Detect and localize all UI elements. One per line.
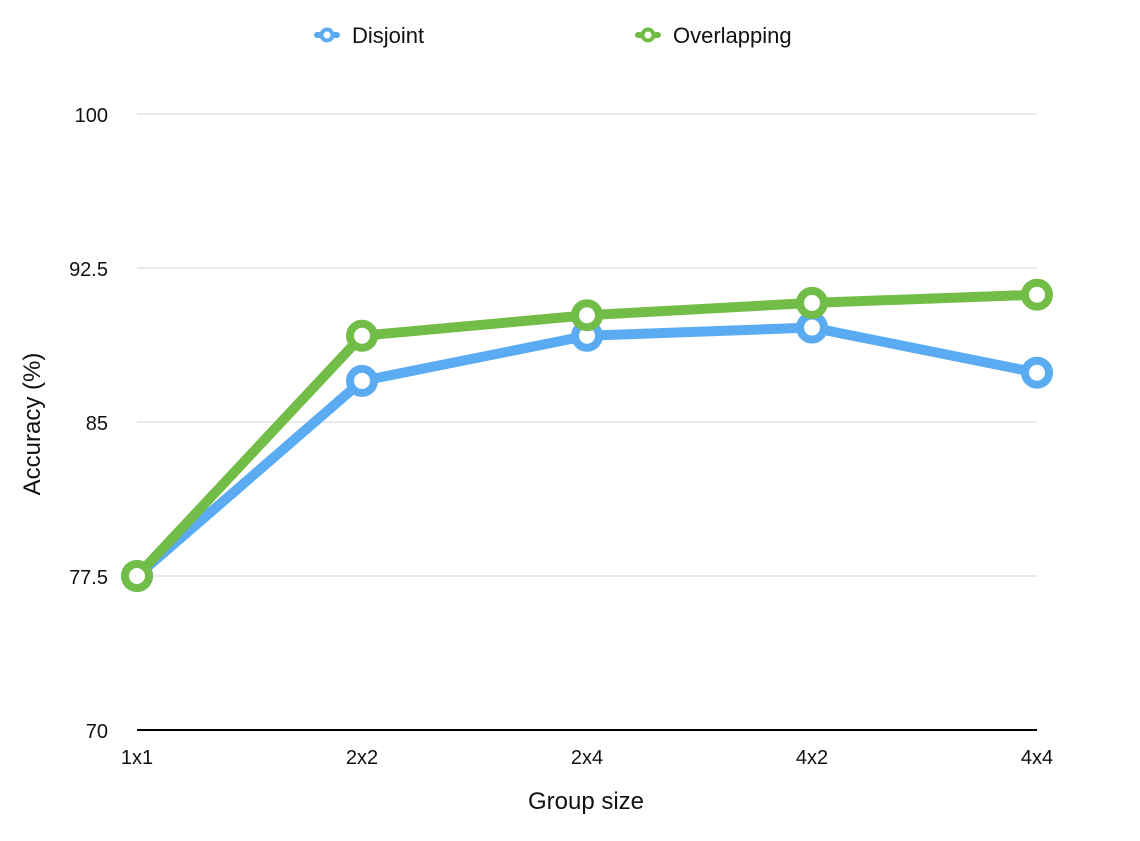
y-axis-label: Accuracy (%) [19,353,46,496]
series-line [132,322,1042,581]
x-axis-ticks: 1x1 2x2 2x4 4x2 4x4 [121,747,1053,769]
y-tick-label: 85 [86,413,108,435]
y-axis-ticks: 70 77.5 85 92.5 100 [69,105,108,743]
series-disjoint [121,311,1053,592]
data-point [1021,278,1053,311]
x-tick-label: 2x2 [346,747,378,769]
x-axis-label: Group size [528,788,644,815]
data-point [346,364,378,397]
y-tick-label: 77.5 [69,567,108,589]
legend-item-overlapping: Overlapping [635,23,792,48]
data-point [571,299,603,332]
x-tick-label: 4x4 [1021,747,1053,769]
data-point [1021,356,1053,389]
legend-swatch-marker [640,27,656,43]
x-tick-label: 2x4 [571,747,603,769]
data-point [796,311,828,344]
data-point [796,286,828,319]
grid [137,113,1037,731]
legend: Disjoint Overlapping [314,23,792,48]
legend-item-disjoint: Disjoint [314,23,424,48]
y-tick-label: 70 [86,721,108,743]
series-group [121,278,1053,592]
legend-label: Overlapping [673,23,792,48]
legend-label: Disjoint [352,23,424,48]
y-tick-label: 92.5 [69,259,108,281]
legend-swatch-marker [319,27,335,43]
x-tick-label: 1x1 [121,747,153,769]
y-tick-label: 100 [75,105,108,127]
series-overlapping [121,278,1053,592]
x-tick-label: 4x2 [796,747,828,769]
data-point [346,319,378,352]
data-point [121,560,153,592]
